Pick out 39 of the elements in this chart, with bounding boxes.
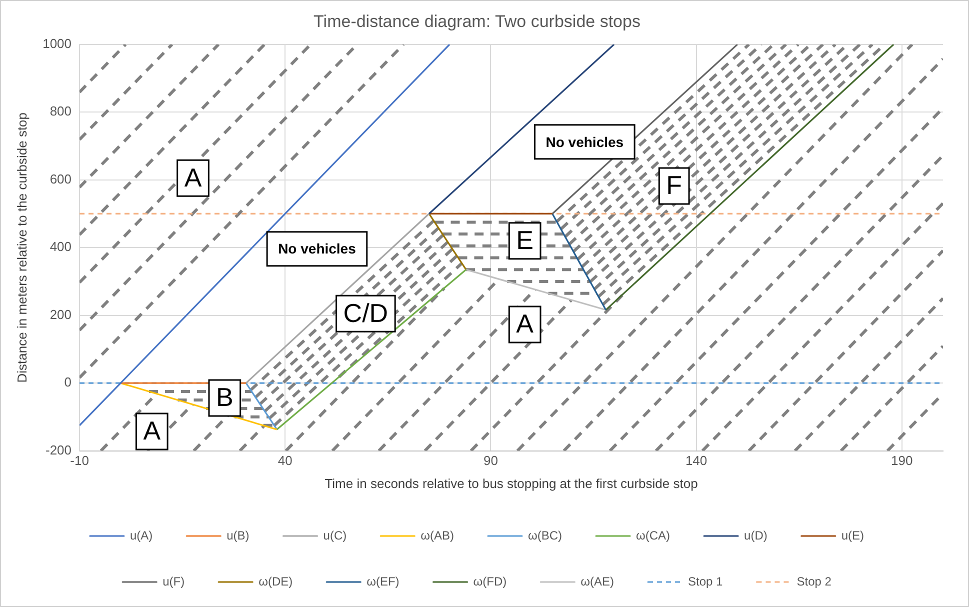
legend-label: Stop 2 [796, 574, 832, 588]
legend-label: ω(CA) [636, 528, 670, 542]
legend-label: ω(BC) [528, 528, 562, 542]
x-tick-label: 90 [483, 453, 498, 468]
annotation: No vehicles [278, 240, 356, 257]
legend-label: Stop 1 [688, 574, 724, 588]
x-tick-label: 40 [278, 453, 292, 468]
annotation: A [143, 416, 162, 446]
x-tick-label: 140 [685, 453, 708, 468]
annotation: No vehicles [546, 134, 624, 150]
x-tick-label: 190 [891, 453, 913, 468]
y-axis-title: Distance in meters relative to the curbside stop [14, 112, 30, 383]
y-tick-label: 800 [50, 104, 72, 119]
legend-label: u(D) [744, 528, 768, 542]
annotation: A [516, 308, 534, 339]
legend-label: ω(EF) [366, 574, 400, 588]
legend-label: u(A) [130, 528, 153, 542]
annotation: A [184, 162, 202, 192]
legend-label: ω(AB) [420, 528, 454, 542]
annotation: E [516, 225, 534, 255]
x-axis-title: Time in seconds relative to bus stopping at the first curbside stop [324, 476, 698, 491]
annotation: B [216, 382, 234, 412]
legend-label: ω(FD) [473, 574, 507, 588]
y-tick-label: 600 [50, 171, 72, 186]
chart-title: Time-distance diagram: Two curbside stops [314, 12, 640, 31]
legend-label: ω(AE) [580, 574, 614, 588]
y-tick-label: 400 [50, 239, 72, 254]
y-tick-label: 1000 [42, 36, 72, 51]
legend-label: u(B) [226, 528, 250, 542]
y-tick-label: 200 [50, 306, 72, 322]
y-tick-label: 0 [64, 374, 72, 390]
x-tick-label: -10 [70, 453, 89, 468]
annotation: F [666, 170, 682, 200]
legend-label: u(C) [323, 528, 347, 542]
annotation: C/D [343, 298, 388, 328]
legend-label: u(F) [162, 574, 185, 588]
y-tick-label: -200 [45, 442, 72, 458]
legend-label: u(E) [841, 528, 864, 542]
legend-label: ω(DE) [258, 574, 293, 588]
